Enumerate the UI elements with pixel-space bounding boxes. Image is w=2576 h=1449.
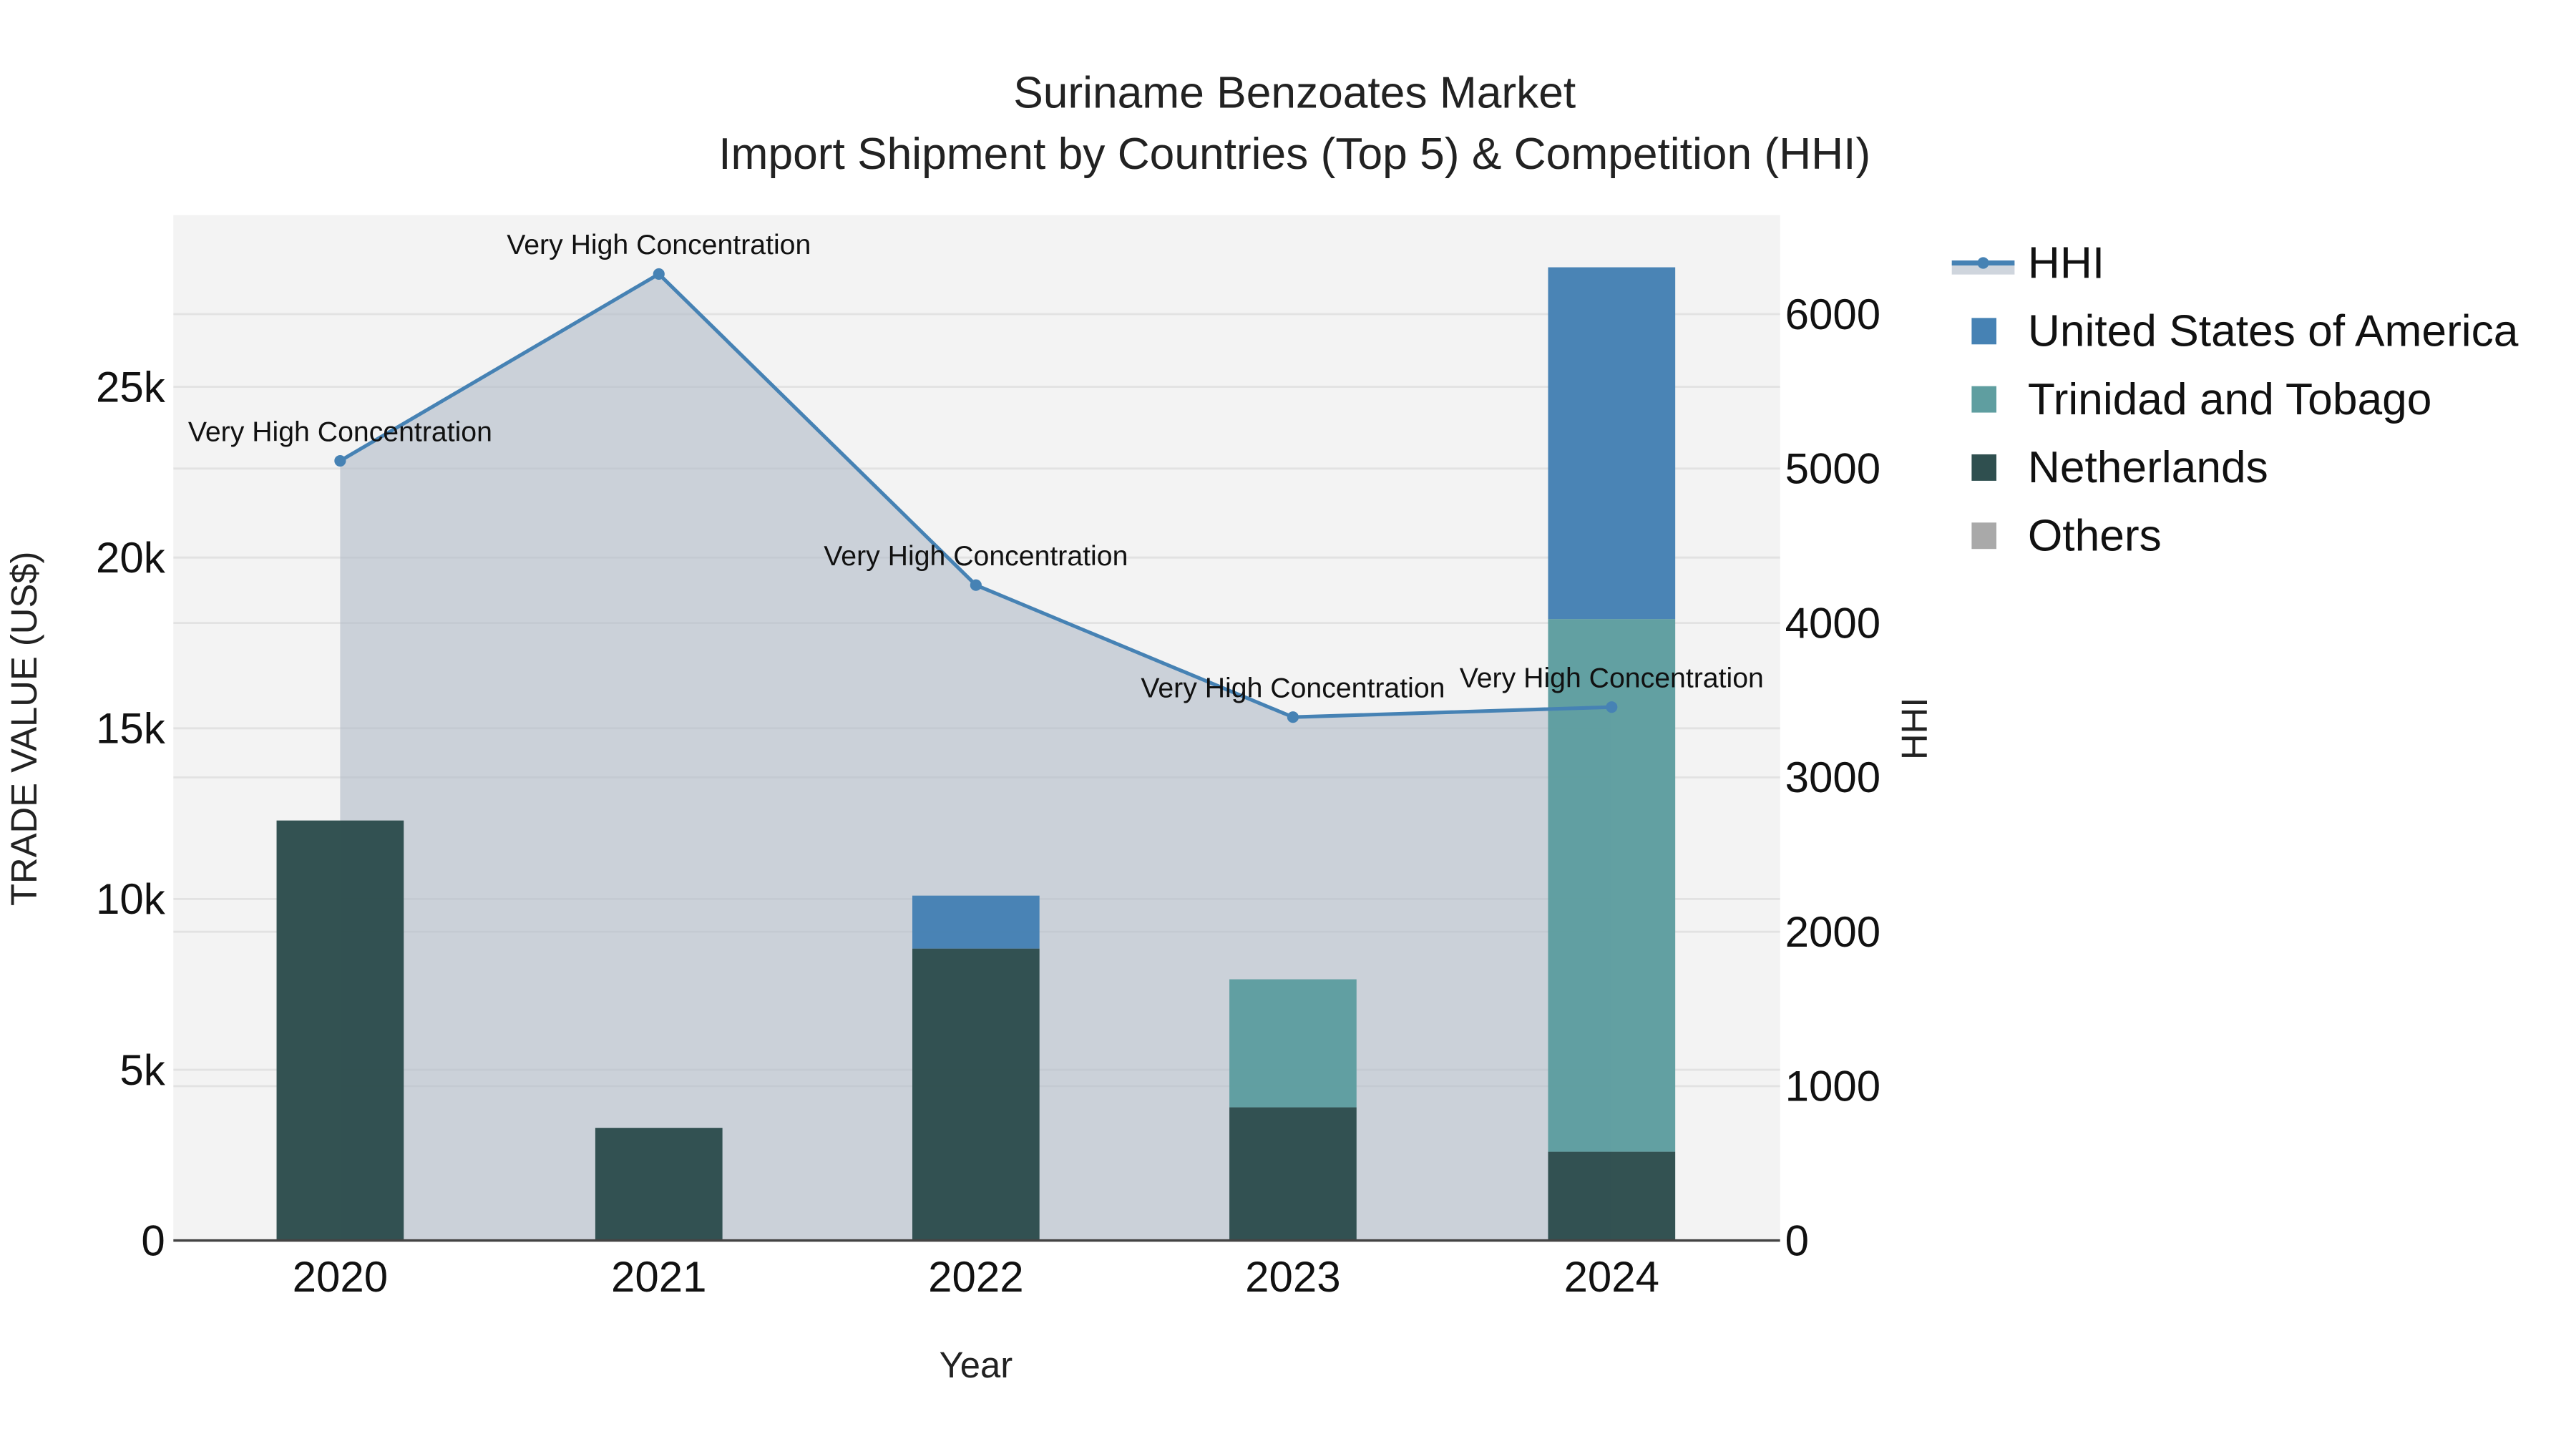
hhi-marker	[653, 268, 665, 280]
y-right-axis-title: HHI	[1894, 698, 1935, 760]
legend: HHI United States of America Trinidad and …	[1951, 238, 2519, 561]
legend-item-others[interactable]: Others	[1971, 512, 2162, 561]
y-right-ticks: 0 1000 2000 3000 4000 5000 6000	[1785, 291, 1880, 1265]
hhi-marker	[1606, 701, 1618, 713]
svg-text:4000: 4000	[1785, 599, 1880, 647]
svg-text:HHI: HHI	[2028, 238, 2104, 288]
bar-segment	[912, 895, 1040, 949]
x-axis-title: Year	[940, 1345, 1013, 1385]
bar-segment	[1229, 1107, 1357, 1241]
legend-swatch-icon	[1971, 522, 1996, 550]
bar-segment	[1229, 979, 1357, 1108]
hhi-annotation: Very High Concentration	[1141, 673, 1445, 704]
y-left-axis-title: TRADE VALUE (US$)	[4, 552, 44, 906]
hhi-annotation: Very High Concentration	[1460, 662, 1764, 693]
svg-text:3000: 3000	[1785, 753, 1880, 801]
bar-segment	[912, 948, 1040, 1241]
legend-item-trinidad-and-tobago[interactable]: Trinidad and Tobago	[1971, 375, 2431, 424]
legend-swatch-icon	[1971, 386, 1996, 413]
hhi-line	[334, 268, 1618, 723]
svg-text:United States of America: United States of America	[2028, 307, 2519, 356]
chart-title-line1: Suriname Benzoates Market	[1013, 69, 1576, 118]
bar-segment	[1548, 1151, 1676, 1241]
annotations: Very High Concentration Very High Concent…	[188, 229, 1764, 703]
bar-segment	[1548, 619, 1676, 1152]
hhi-annotation: Very High Concentration	[824, 540, 1128, 572]
svg-text:1000: 1000	[1785, 1063, 1880, 1111]
legend-swatch-icon	[1971, 318, 1996, 345]
svg-text:2020: 2020	[293, 1253, 388, 1301]
svg-text:2022: 2022	[928, 1253, 1023, 1301]
svg-text:10k: 10k	[96, 875, 166, 923]
legend-item-hhi[interactable]: HHI	[1951, 238, 2104, 288]
svg-text:2021: 2021	[611, 1253, 706, 1301]
bar-segment	[1548, 267, 1676, 620]
legend-item-united-states-of-america[interactable]: United States of America	[1971, 307, 2519, 356]
svg-text:Others: Others	[2028, 512, 2162, 561]
svg-text:5000: 5000	[1785, 445, 1880, 493]
chart-title-line2: Import Shipment by Countries (Top 5) & C…	[718, 130, 1870, 179]
svg-text:2000: 2000	[1785, 908, 1880, 956]
hhi-marker	[334, 454, 346, 467]
svg-text:Netherlands: Netherlands	[2028, 443, 2268, 492]
hhi-marker	[1287, 711, 1299, 723]
svg-text:25k: 25k	[96, 363, 166, 411]
svg-text:20k: 20k	[96, 534, 166, 582]
svg-text:15k: 15k	[96, 705, 166, 753]
svg-text:Trinidad and Tobago: Trinidad and Tobago	[2028, 375, 2432, 424]
y-left-ticks: 0 5k 10k 15k 20k 25k	[96, 363, 166, 1264]
legend-swatch-icon	[1971, 454, 1996, 481]
hhi-annotation: Very High Concentration	[507, 229, 811, 260]
svg-text:2024: 2024	[1564, 1253, 1659, 1301]
hhi-annotation: Very High Concentration	[188, 416, 492, 447]
svg-text:0: 0	[1785, 1216, 1809, 1264]
bar-segment	[276, 820, 404, 1241]
hhi-legend-icon	[1977, 257, 1989, 269]
x-ticks: 2020 2021 2022 2023 2024	[293, 1253, 1659, 1301]
legend-item-netherlands[interactable]: Netherlands	[1971, 443, 2268, 492]
svg-text:6000: 6000	[1785, 291, 1880, 338]
svg-text:0: 0	[141, 1216, 165, 1264]
hhi-marker	[970, 579, 982, 591]
bars	[276, 267, 1676, 1241]
svg-text:5k: 5k	[119, 1046, 165, 1094]
svg-text:2023: 2023	[1245, 1253, 1340, 1301]
bar-segment	[595, 1128, 723, 1241]
